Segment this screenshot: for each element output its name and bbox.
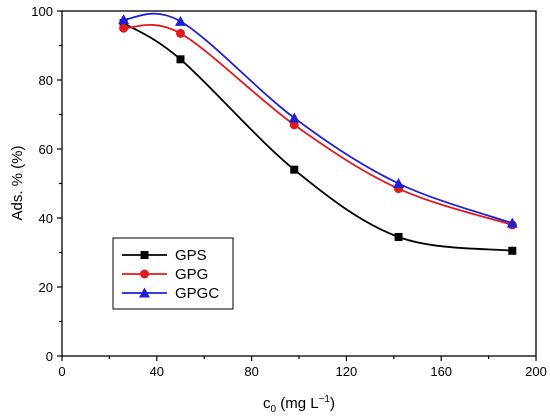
data-point-gpgc	[506, 217, 518, 228]
legend: GPS GPG GPGC	[112, 237, 234, 310]
x-axis-title-unit: (mg L	[276, 395, 319, 412]
data-point-gpg	[176, 28, 185, 38]
series-markers	[118, 14, 518, 255]
series-line-gpg	[123, 24, 513, 226]
data-point-gpgc	[118, 14, 130, 25]
x-axis-title-subscript: 0	[271, 404, 277, 415]
y-tick-label: 40	[39, 211, 53, 226]
x-tick-label: 40	[150, 364, 164, 379]
x-tick-label: 120	[336, 364, 358, 379]
x-tick-label: 0	[58, 364, 65, 379]
data-point-gpgc	[288, 112, 300, 123]
data-point-gps	[508, 246, 517, 255]
y-tick-label: 60	[39, 142, 53, 157]
data-point-gpg	[119, 23, 129, 33]
data-point-gps	[176, 55, 185, 64]
x-tick-label: 200	[525, 364, 547, 379]
x-axis-title-close: )	[330, 395, 335, 412]
x-tick-label: 160	[430, 364, 452, 379]
data-point-gpgc	[393, 178, 405, 188]
x-axis-title-main: c	[263, 395, 271, 412]
axes: 0 40 80 120 160 200 0 20 40 60 80 100	[31, 4, 547, 379]
y-tick-label: 100	[31, 4, 53, 19]
legend-marker-gpgc	[139, 287, 150, 298]
legend-marker-gps	[140, 251, 149, 259]
series-lines	[123, 12, 513, 252]
data-point-gpg	[289, 120, 299, 130]
y-tick-label: 80	[39, 73, 53, 88]
y-tick-label: 0	[46, 349, 53, 364]
data-point-gps	[394, 232, 403, 241]
legend-marker-gpg	[140, 269, 149, 279]
legend-label-gpgc: GPGC	[175, 285, 219, 302]
series-line-gpgc	[123, 12, 513, 225]
x-tick-label: 80	[244, 364, 258, 379]
y-tick-label: 20	[39, 280, 53, 295]
legend-label-gpg: GPG	[175, 266, 208, 283]
data-point-gpgc	[175, 15, 186, 26]
x-axis-title-superscript: −1	[319, 394, 331, 405]
x-axis-title: c0 (mg L−1)	[263, 394, 335, 415]
data-point-gps	[290, 165, 299, 174]
y-axis-title: Ads. % (%)	[9, 145, 26, 220]
legend-label-gps: GPS	[175, 247, 207, 264]
